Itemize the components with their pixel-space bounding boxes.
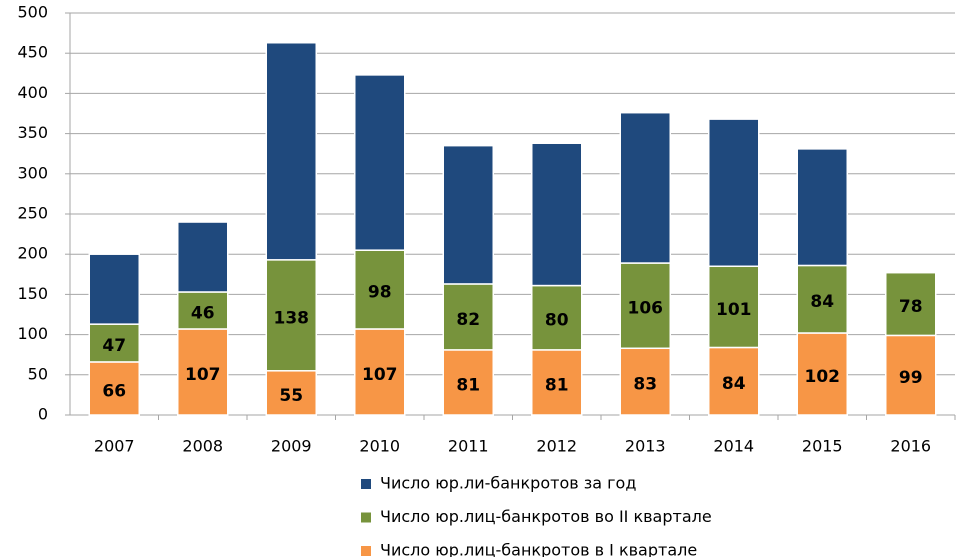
y-tick-label: 300 bbox=[17, 163, 48, 182]
data-label: 81 bbox=[456, 375, 480, 395]
data-label: 46 bbox=[191, 303, 215, 323]
data-label: 99 bbox=[899, 368, 923, 388]
bar-segment bbox=[796, 148, 848, 267]
y-tick-label: 100 bbox=[17, 324, 48, 343]
bar-segment bbox=[531, 284, 583, 351]
bar-segment bbox=[885, 334, 937, 416]
x-tick-label: 2015 bbox=[802, 437, 843, 456]
data-label: 47 bbox=[102, 336, 126, 356]
bar-segment bbox=[442, 349, 494, 416]
bar-segment bbox=[531, 349, 583, 416]
x-tick-label: 2012 bbox=[536, 437, 577, 456]
y-tick-label: 250 bbox=[17, 204, 48, 223]
y-tick-label: 350 bbox=[17, 123, 48, 142]
y-tick-label: 450 bbox=[17, 43, 48, 62]
x-tick-label: 2016 bbox=[890, 437, 931, 456]
data-label: 107 bbox=[362, 365, 398, 385]
legend-swatch bbox=[361, 479, 371, 489]
bar-segment bbox=[708, 265, 760, 349]
data-label: 101 bbox=[716, 300, 752, 320]
bar-segment bbox=[708, 346, 760, 416]
x-tick-label: 2011 bbox=[448, 437, 489, 456]
bar-segment bbox=[619, 347, 671, 416]
x-tick-label: 2014 bbox=[713, 437, 754, 456]
bar-segment bbox=[88, 253, 140, 325]
x-tick-label: 2009 bbox=[271, 437, 312, 456]
legend-swatch bbox=[361, 546, 371, 556]
data-label: 102 bbox=[805, 367, 841, 387]
legend-label: Число юр.лиц-банкротов в I квартале bbox=[380, 541, 697, 557]
data-label: 55 bbox=[279, 386, 303, 406]
y-tick-label: 0 bbox=[38, 405, 48, 424]
legend-label: Число юр.лиц-банкротов во II квартале bbox=[380, 507, 712, 526]
bar-segment bbox=[177, 328, 229, 416]
bar-segment bbox=[177, 291, 229, 330]
x-tick-label: 2007 bbox=[94, 437, 135, 456]
data-label: 84 bbox=[722, 374, 746, 394]
bar-segment bbox=[885, 271, 937, 337]
bar-segment bbox=[354, 328, 406, 416]
bar-segment bbox=[619, 111, 671, 264]
bar-segment bbox=[354, 74, 406, 251]
data-label: 98 bbox=[368, 283, 392, 303]
data-label: 107 bbox=[185, 365, 221, 385]
data-label: 83 bbox=[633, 375, 657, 395]
y-tick-label: 150 bbox=[17, 284, 48, 303]
bar-segment bbox=[442, 144, 494, 285]
data-label: 82 bbox=[456, 310, 480, 330]
bar-segment bbox=[354, 249, 406, 330]
y-tick-label: 200 bbox=[17, 244, 48, 263]
legend-label: Число юр.ли-банкротов за год bbox=[380, 474, 636, 493]
legend-swatch bbox=[361, 512, 371, 523]
bar-segment bbox=[796, 332, 848, 416]
data-label: 138 bbox=[274, 308, 310, 328]
data-label: 84 bbox=[810, 292, 834, 312]
data-label: 80 bbox=[545, 311, 569, 331]
y-tick-label: 400 bbox=[17, 83, 48, 102]
y-tick-label: 50 bbox=[28, 364, 48, 383]
y-tick-label: 500 bbox=[17, 3, 48, 22]
bar-segment bbox=[265, 370, 317, 416]
data-label: 81 bbox=[545, 375, 569, 395]
bar-segment bbox=[796, 264, 848, 334]
data-label: 106 bbox=[628, 299, 664, 319]
data-label: 78 bbox=[899, 297, 923, 317]
data-label: 66 bbox=[102, 381, 126, 401]
bar-segment bbox=[708, 118, 760, 268]
x-tick-label: 2013 bbox=[625, 437, 666, 456]
bar-segment bbox=[619, 262, 671, 350]
bar-segment bbox=[88, 323, 140, 363]
bar-segment bbox=[531, 142, 583, 287]
bar-segment bbox=[265, 259, 317, 372]
bar-segment bbox=[265, 41, 317, 261]
bar-segment bbox=[177, 221, 229, 293]
bar-segment bbox=[442, 283, 494, 351]
x-tick-label: 2010 bbox=[359, 437, 400, 456]
x-tick-label: 2008 bbox=[182, 437, 223, 456]
